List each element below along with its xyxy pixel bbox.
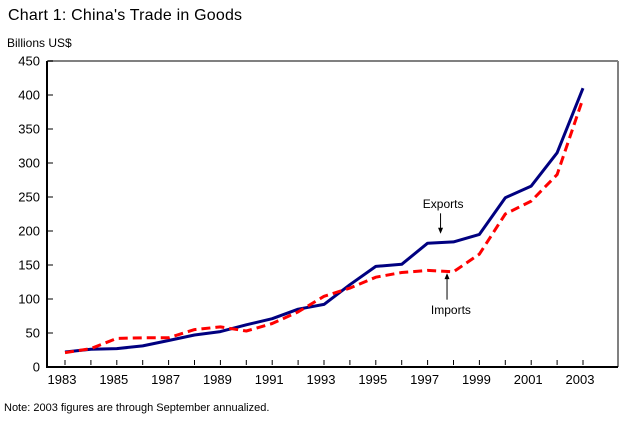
plot-frame bbox=[46, 60, 619, 368]
annotation-arrow-head bbox=[438, 227, 444, 234]
y-tick-label: 150 bbox=[18, 258, 40, 273]
y-tick-label: 0 bbox=[33, 360, 40, 375]
annotation-label: Imports bbox=[431, 303, 471, 317]
x-tick-label: 1991 bbox=[255, 372, 284, 387]
y-tick-label: 450 bbox=[18, 54, 40, 69]
x-tick-label: 1999 bbox=[462, 372, 491, 387]
y-axis-labels: 0 50 100 150 200 250 300 350 400 450 bbox=[18, 54, 40, 375]
x-tick-label: 1987 bbox=[151, 372, 180, 387]
y-tick-label: 400 bbox=[18, 88, 40, 103]
x-tick-label: 2001 bbox=[514, 372, 543, 387]
y-tick-label: 250 bbox=[18, 190, 40, 205]
y-tick-label: 300 bbox=[18, 156, 40, 171]
x-tick-label: 1995 bbox=[358, 372, 387, 387]
annotation-label: Exports bbox=[423, 197, 464, 211]
x-tick-label: 1997 bbox=[410, 372, 439, 387]
y-tick-label: 350 bbox=[18, 122, 40, 137]
x-tick-label: 1993 bbox=[307, 372, 336, 387]
chart-title: Chart 1: China's Trade in Goods bbox=[8, 7, 243, 24]
x-tick-label: 1983 bbox=[48, 372, 77, 387]
x-axis-ticks bbox=[64, 360, 584, 365]
y-axis-unit-label: Billions US$ bbox=[7, 36, 72, 50]
y-tick-label: 200 bbox=[18, 224, 40, 239]
footnote: Note: 2003 figures are through September… bbox=[4, 402, 270, 414]
y-tick-label: 100 bbox=[18, 292, 40, 307]
x-axis-labels: 1983 1985 1987 1989 1991 1993 1995 1997 1999 2001… bbox=[48, 372, 595, 387]
exports-annotation: Exports bbox=[423, 197, 464, 234]
y-axis-ticks bbox=[48, 60, 53, 368]
x-tick-label: 2003 bbox=[566, 372, 595, 387]
x-tick-label: 1985 bbox=[99, 372, 128, 387]
annotation-arrow-head bbox=[444, 273, 450, 280]
y-tick-label: 50 bbox=[26, 326, 40, 341]
exports-line bbox=[64, 87, 585, 354]
x-tick-label: 1989 bbox=[203, 372, 232, 387]
imports-annotation: Imports bbox=[431, 273, 471, 317]
imports-line bbox=[64, 97, 585, 355]
